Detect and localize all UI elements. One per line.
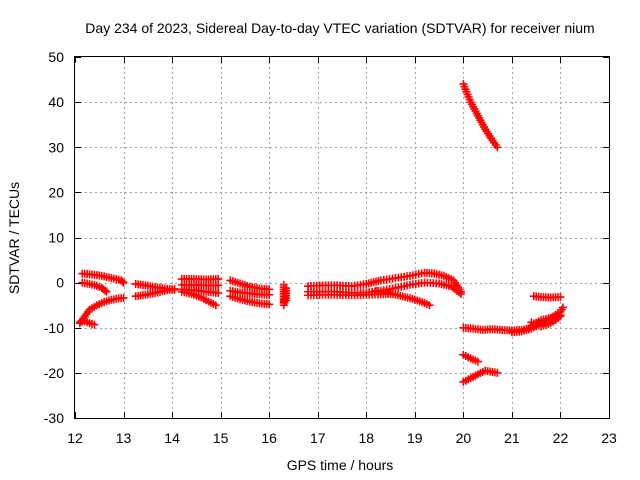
data-point	[214, 281, 223, 290]
data-point	[493, 368, 502, 377]
y-tick-label: -20	[44, 365, 64, 381]
y-tick-label: 50	[48, 49, 64, 65]
series-trace-3	[78, 269, 128, 287]
series-trace-10	[177, 287, 220, 310]
y-tick-label: 30	[48, 139, 64, 155]
series-trace-22	[459, 366, 502, 386]
series-trace-13	[226, 292, 274, 309]
data-point	[100, 286, 109, 295]
x-tick-label: 17	[310, 430, 326, 446]
series-trace-6	[131, 284, 179, 301]
x-tick-label: 13	[116, 430, 132, 446]
x-axis-label: GPS time / hours	[287, 457, 394, 473]
data-point	[170, 284, 179, 293]
data-point	[556, 293, 565, 302]
data-point	[211, 301, 220, 310]
chart-title: Day 234 of 2023, Sidereal Day-to-day VTE…	[85, 20, 594, 36]
data-points	[75, 80, 567, 386]
x-tick-label: 20	[456, 430, 472, 446]
y-tick-label: 10	[48, 230, 64, 246]
data-point	[493, 143, 502, 152]
x-tick-label: 23	[601, 430, 617, 446]
data-point	[119, 278, 128, 287]
series-trace-12	[226, 286, 274, 299]
series-trace-2	[75, 316, 99, 329]
series-trace-17	[304, 289, 395, 300]
data-point	[425, 301, 434, 310]
series-trace-25	[507, 303, 567, 337]
series-trace-19	[459, 80, 502, 152]
series-trace-26	[529, 292, 565, 302]
data-point	[214, 289, 223, 298]
grid-lines	[75, 57, 609, 418]
y-tick-label: -10	[44, 320, 64, 336]
data-point	[90, 320, 99, 329]
x-tick-label: 19	[407, 430, 423, 446]
axis-ticks: 12 13 14 15 16 17 18 19 20 21 22 23 -30 -20 -10 0 10 20 30…	[44, 49, 617, 446]
x-tick-label: 14	[164, 430, 180, 446]
data-point	[119, 293, 128, 302]
series-trace-15	[304, 268, 465, 296]
x-tick-label: 21	[504, 430, 520, 446]
y-tick-label: 40	[48, 94, 64, 110]
data-point	[558, 303, 567, 312]
data-point	[102, 287, 111, 296]
y-tick-label: -30	[44, 410, 64, 426]
x-tick-label: 16	[261, 430, 277, 446]
x-tick-label: 22	[553, 430, 569, 446]
data-point	[456, 289, 465, 298]
plot-frame	[74, 56, 610, 419]
series-trace-21	[459, 350, 482, 366]
data-point	[265, 290, 274, 299]
series-trace-4	[78, 278, 111, 296]
data-point	[473, 357, 482, 366]
data-point	[265, 300, 274, 309]
data-point	[282, 296, 291, 305]
y-tick-label: 0	[56, 275, 64, 291]
series-trace-18	[371, 286, 434, 310]
series-trace-8	[177, 280, 223, 290]
x-tick-label: 15	[213, 430, 229, 446]
y-tick-label: 20	[48, 184, 64, 200]
series-trace-14	[279, 280, 291, 310]
y-axis-label: SDTVAR / TECUs	[6, 182, 22, 294]
x-tick-label: 18	[358, 430, 374, 446]
x-tick-label: 12	[67, 430, 83, 446]
data-point	[118, 277, 127, 286]
